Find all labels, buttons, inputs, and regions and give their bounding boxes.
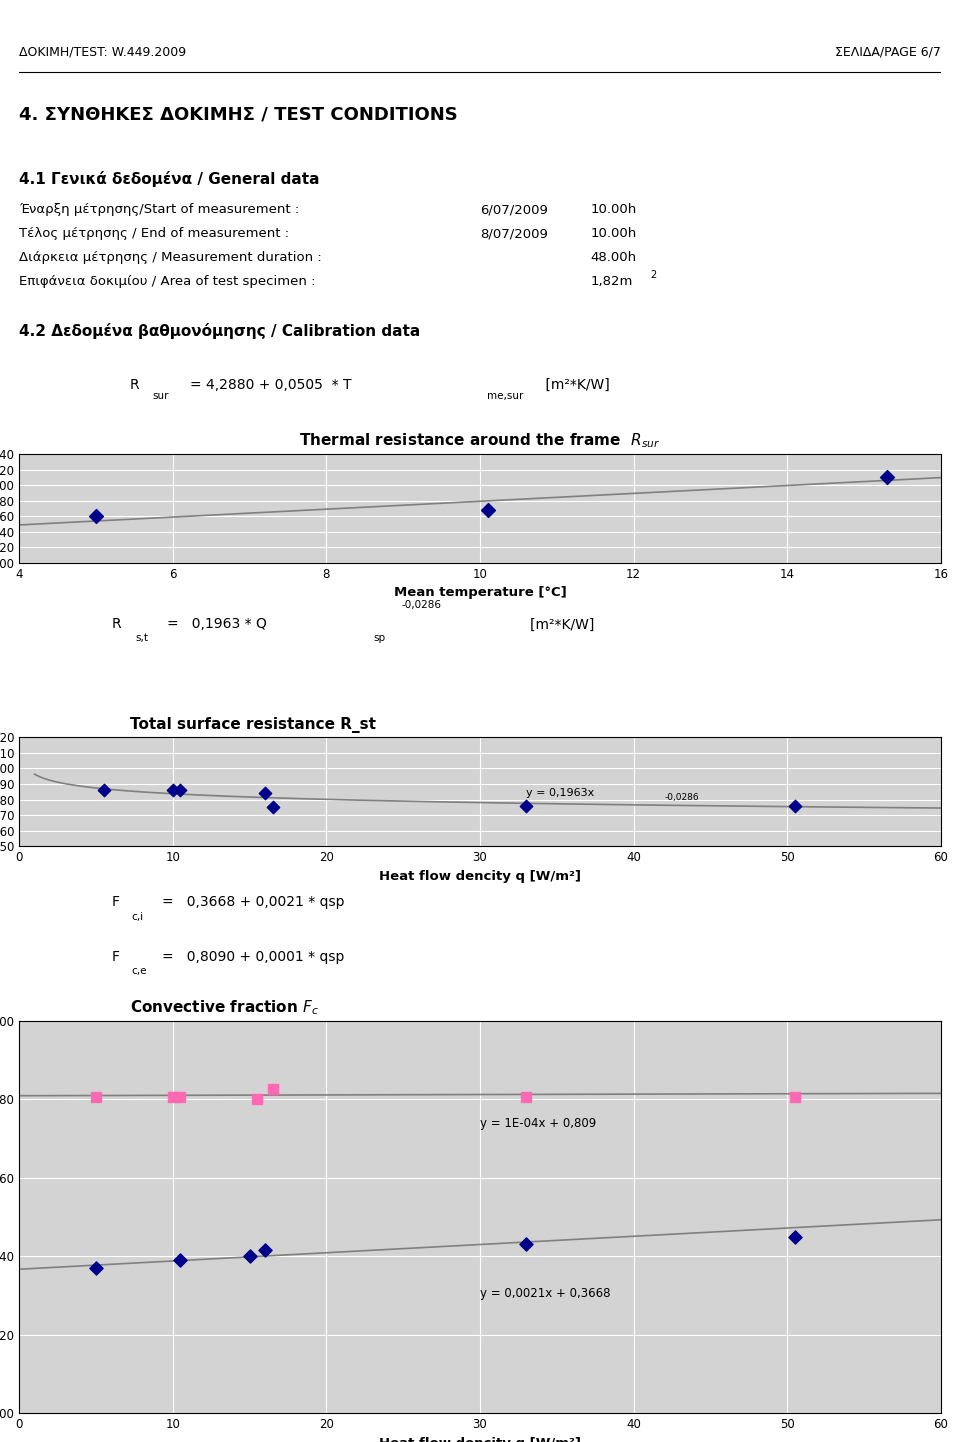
Text: ΣΕΛΙΔΑ/PAGE 6/7: ΣΕΛΙΔΑ/PAGE 6/7: [835, 45, 941, 58]
Point: [518, 1233, 534, 1256]
Text: sur: sur: [153, 391, 169, 401]
Text: 6/07/2009: 6/07/2009: [480, 203, 548, 216]
Text: y = 0,0021x + 0,3668: y = 0,0021x + 0,3668: [480, 1288, 611, 1301]
Text: y = 0,1963x: y = 0,1963x: [526, 787, 594, 797]
Text: c,i: c,i: [132, 911, 144, 921]
Point: [787, 795, 803, 818]
Text: R: R: [130, 378, 139, 392]
Text: y = 1E-04x + 0,809: y = 1E-04x + 0,809: [480, 1116, 596, 1129]
Point: [480, 499, 495, 522]
Text: 8/07/2009: 8/07/2009: [480, 228, 548, 241]
Text: 48.00h: 48.00h: [590, 251, 636, 264]
Text: F: F: [111, 950, 119, 963]
Text: me,sur: me,sur: [488, 391, 524, 401]
Text: 2: 2: [651, 270, 657, 280]
Point: [88, 505, 104, 528]
Point: [265, 1077, 280, 1100]
Text: c,e: c,e: [132, 966, 147, 976]
Text: -0,0286: -0,0286: [664, 793, 699, 802]
Point: [173, 1086, 188, 1109]
Text: [m²*K/W]: [m²*K/W]: [540, 378, 610, 392]
Text: -0,0286: -0,0286: [401, 600, 442, 610]
Point: [265, 795, 280, 818]
Text: 10.00h: 10.00h: [590, 203, 636, 216]
Text: =   0,1963 * Q: = 0,1963 * Q: [167, 617, 267, 632]
Text: 4. ΣΥΝΘΗΚΕΣ ΔΟΚΙΜΗΣ / TEST CONDITIONS: 4. ΣΥΝΘΗΚΕΣ ΔΟΚΙΜΗΣ / TEST CONDITIONS: [19, 105, 458, 123]
Point: [257, 782, 273, 805]
Text: Διάρκεια μέτρησης / Measurement duration :: Διάρκεια μέτρησης / Measurement duration…: [19, 251, 322, 264]
X-axis label: Heat flow dencity q [W/m²]: Heat flow dencity q [W/m²]: [379, 1436, 581, 1442]
Text: F: F: [111, 895, 119, 910]
Text: 1,82m: 1,82m: [590, 275, 633, 288]
Text: R: R: [111, 617, 121, 632]
Point: [88, 1086, 104, 1109]
Text: ΔΟΚΙΜΗ/TEST: W.449.2009: ΔΟΚΙΜΗ/TEST: W.449.2009: [19, 45, 186, 58]
Point: [165, 1086, 180, 1109]
Text: sp: sp: [373, 633, 385, 643]
Text: Convective fraction $F_c$: Convective fraction $F_c$: [130, 998, 319, 1017]
X-axis label: Heat flow dencity q [W/m²]: Heat flow dencity q [W/m²]: [379, 870, 581, 883]
Text: s,t: s,t: [135, 633, 149, 643]
Point: [787, 1086, 803, 1109]
Point: [879, 466, 895, 489]
Text: Έναρξη μέτρησης/Start of measurement :: Έναρξη μέτρησης/Start of measurement :: [19, 203, 300, 216]
Point: [787, 1226, 803, 1249]
Text: 4.1 Γενικά δεδομένα / General data: 4.1 Γενικά δεδομένα / General data: [19, 170, 320, 186]
Text: Total surface resistance R_st: Total surface resistance R_st: [130, 717, 375, 733]
Point: [173, 779, 188, 802]
Point: [173, 1249, 188, 1272]
Point: [165, 779, 180, 802]
Point: [88, 1256, 104, 1279]
X-axis label: Mean temperature [°C]: Mean temperature [°C]: [394, 587, 566, 600]
Text: =   0,8090 + 0,0001 * qsp: = 0,8090 + 0,0001 * qsp: [162, 950, 345, 963]
Text: Επιφάνεια δοκιμίου / Area of test specimen :: Επιφάνεια δοκιμίου / Area of test specim…: [19, 275, 316, 288]
Text: 10.00h: 10.00h: [590, 228, 636, 241]
Text: = 4,2880 + 0,0505  * T: = 4,2880 + 0,0505 * T: [190, 378, 351, 392]
Point: [242, 1244, 257, 1268]
Point: [257, 1239, 273, 1262]
Point: [518, 1086, 534, 1109]
Text: =   0,3668 + 0,0021 * qsp: = 0,3668 + 0,0021 * qsp: [162, 895, 345, 910]
Point: [96, 779, 111, 802]
Title: Thermal resistance around the frame  $R_{sur}$: Thermal resistance around the frame $R_{…: [300, 431, 660, 450]
Point: [518, 795, 534, 818]
Text: Τέλος μέτρησης / End of measurement :: Τέλος μέτρησης / End of measurement :: [19, 228, 289, 241]
Text: 4.2 Δεδομένα βαθμονόμησης / Calibration data: 4.2 Δεδομένα βαθμονόμησης / Calibration …: [19, 323, 420, 339]
Text: [m²*K/W]: [m²*K/W]: [494, 617, 594, 632]
Point: [250, 1087, 265, 1110]
